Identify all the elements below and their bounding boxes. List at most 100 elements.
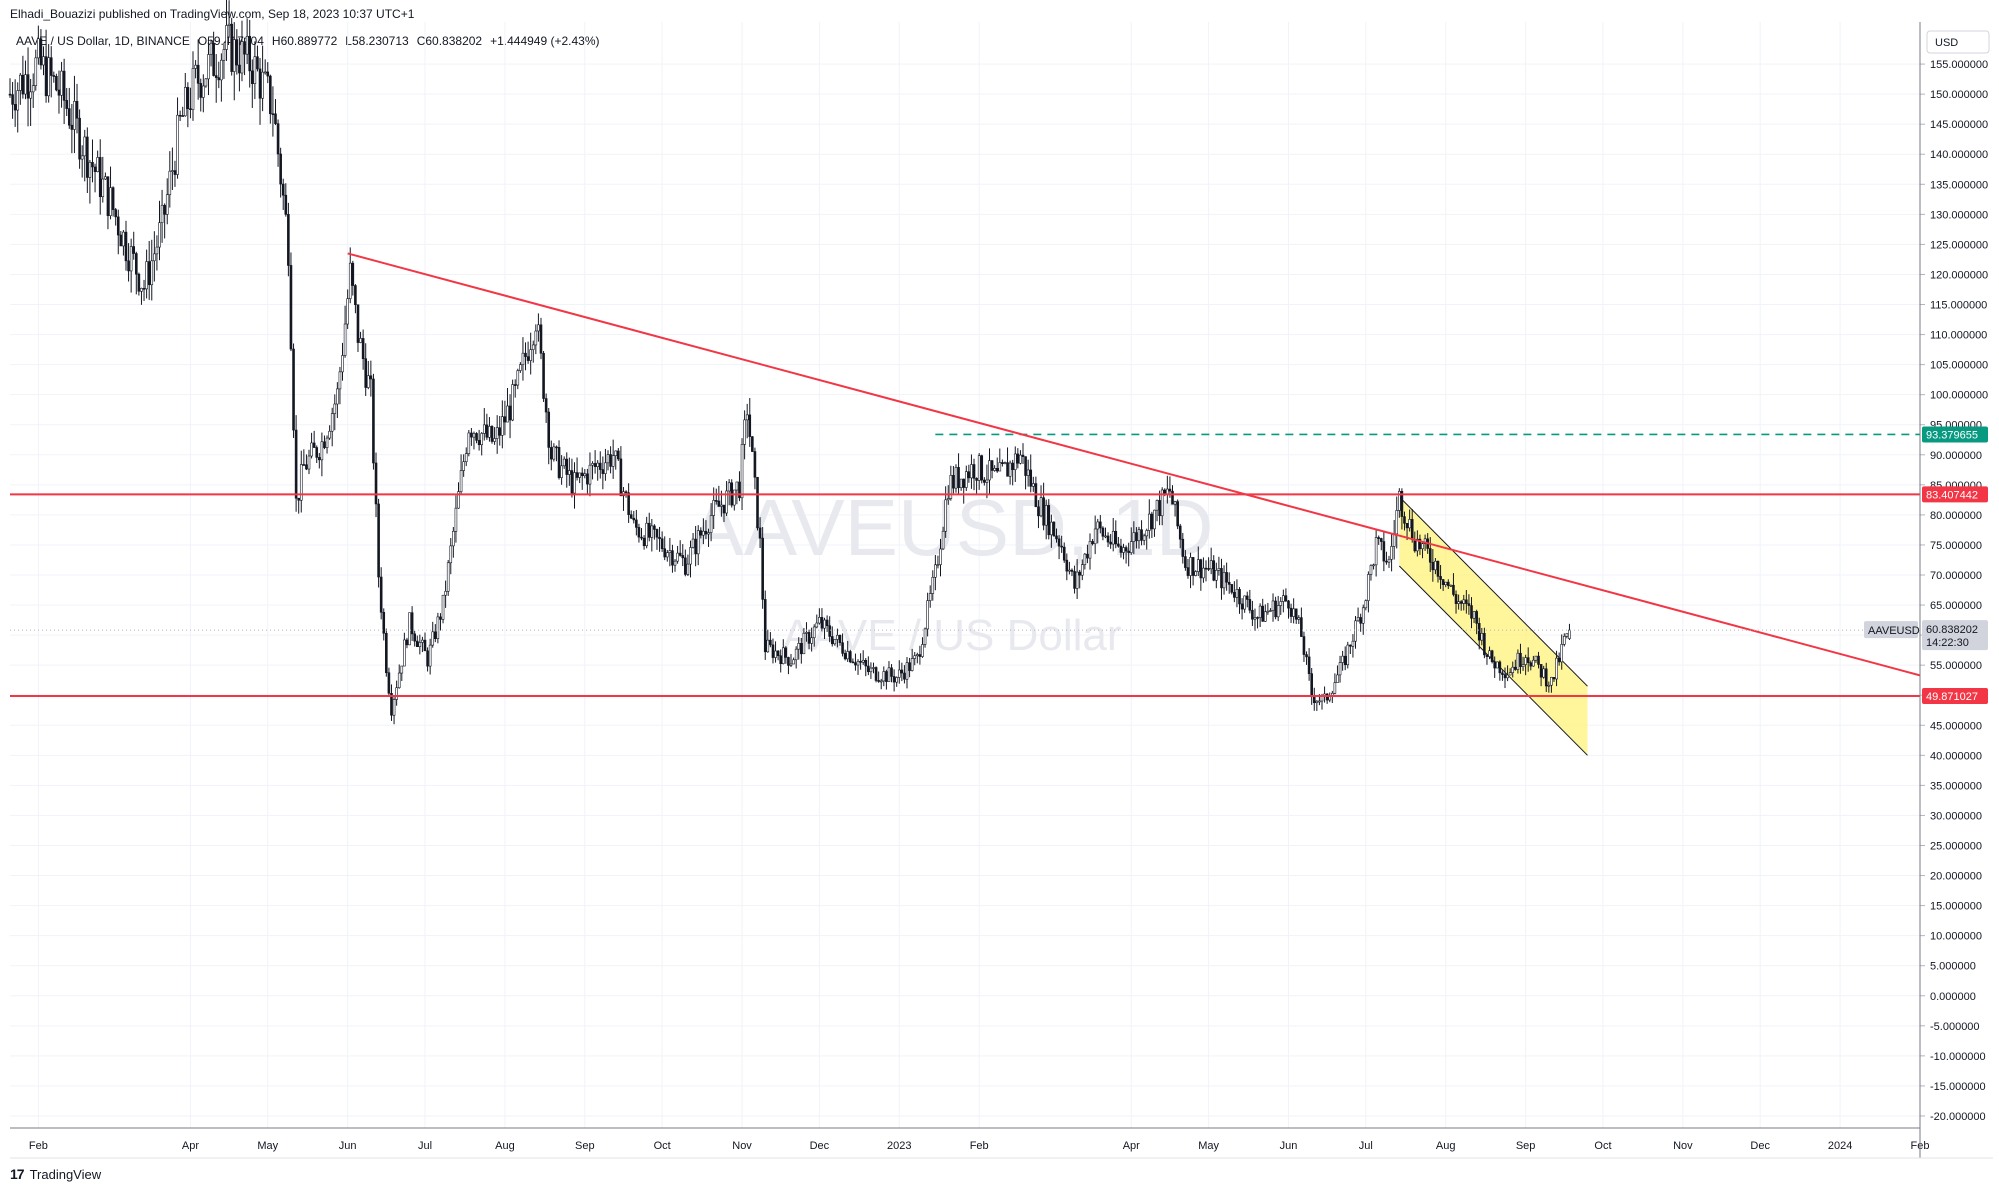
x-axis-tick-label: May: [257, 1140, 278, 1152]
candle-body: [601, 469, 605, 474]
candle-body: [1279, 601, 1283, 606]
candle-body: [869, 667, 873, 673]
candle-body: [364, 358, 368, 388]
candle-body: [348, 262, 352, 299]
y-axis-tick-label: 35.000000: [1930, 780, 1982, 792]
candle-body: [699, 530, 703, 536]
candle-body: [142, 288, 146, 290]
candle-body: [11, 94, 14, 105]
candle-body: [1532, 659, 1535, 667]
candle-body: [165, 194, 169, 215]
candle-body: [980, 455, 984, 481]
candle-body: [454, 507, 458, 532]
x-axis-tick-label: Oct: [1594, 1140, 1611, 1152]
candle-body: [962, 478, 966, 488]
candle-body: [163, 204, 166, 215]
candle-body: [459, 470, 463, 492]
candle-body: [1021, 454, 1025, 457]
candle-body: [910, 658, 914, 671]
candle-body: [1465, 599, 1468, 604]
candle-body: [555, 446, 558, 449]
candle-body: [266, 71, 270, 77]
candle-body: [1441, 579, 1445, 585]
y-axis-tick-label: 55.000000: [1930, 660, 1982, 672]
candle-body: [1562, 636, 1566, 645]
x-axis-tick-label: Oct: [654, 1140, 671, 1152]
candle-body: [1480, 633, 1484, 641]
candle-body: [1176, 501, 1179, 527]
candle-body: [1160, 489, 1164, 517]
candle-body: [1269, 610, 1272, 612]
legend-symbol[interactable]: AAVE / US Dollar, 1D, BINANCE: [16, 34, 190, 48]
candle-body: [903, 672, 906, 680]
candle-body: [338, 371, 342, 390]
candle-body: [686, 563, 690, 575]
candle-body: [1253, 617, 1257, 620]
price-label: 93.379655: [1926, 429, 1978, 441]
candle-body: [462, 461, 465, 471]
tradingview-brand[interactable]: 17 TradingView: [10, 1166, 101, 1182]
candle-body: [1470, 605, 1473, 619]
candle-body: [196, 64, 200, 84]
candle-body: [513, 384, 517, 386]
candle-body: [823, 619, 826, 629]
candle-body: [403, 639, 406, 667]
candle-body: [1258, 605, 1262, 618]
candle-body: [439, 616, 442, 620]
candle-body: [1310, 673, 1313, 697]
candle-body: [1534, 655, 1538, 661]
candle-body: [307, 455, 311, 470]
candle-body: [413, 633, 416, 642]
price-labels: 83.407442 49.871027 93.379655 60.83820214:2…: [1864, 426, 1988, 704]
candle-body: [591, 463, 594, 466]
candle-body: [583, 473, 587, 477]
candle-body: [387, 672, 391, 694]
candle-body: [24, 74, 27, 95]
x-axis-tick-label: Feb: [970, 1140, 989, 1152]
candle-body: [946, 498, 950, 501]
candle-body: [573, 472, 576, 494]
x-axis-tick-label: Aug: [495, 1140, 515, 1152]
candle-body: [88, 162, 92, 178]
candle-body: [668, 550, 672, 554]
legend-high: H60.889772: [271, 34, 338, 48]
candle-body: [606, 454, 610, 464]
candle-body: [1222, 572, 1226, 589]
candle-body: [1032, 483, 1035, 487]
candle-body: [1109, 541, 1112, 545]
symbol-tag-label: AAVEUSD: [1868, 625, 1920, 637]
drawings[interactable]: [10, 252, 1921, 697]
candle-body: [189, 108, 192, 110]
candle-body: [1243, 595, 1246, 610]
candle-body: [1333, 682, 1337, 694]
candle-body: [1013, 453, 1017, 470]
candle-body: [315, 447, 319, 458]
candle-body: [1446, 581, 1450, 586]
x-axis-tick-label: Nov: [1673, 1140, 1693, 1152]
candle-body: [593, 463, 597, 467]
candle-body: [985, 479, 989, 483]
candle-body: [1168, 488, 1172, 492]
candle-body: [1526, 657, 1530, 663]
candle-body: [848, 651, 852, 663]
x-axis-tick-label: 2024: [1828, 1140, 1852, 1152]
candle-body: [1459, 601, 1463, 604]
candle-body: [44, 56, 48, 97]
candle-body: [1217, 568, 1221, 571]
candlesticks: [8, 0, 1571, 725]
candle-body: [390, 693, 393, 716]
candle-body: [1488, 650, 1491, 657]
candle-body: [714, 500, 718, 502]
candle-body: [1016, 453, 1020, 464]
candle-body: [1511, 666, 1515, 673]
y-axis-tick-label: 140.000000: [1930, 149, 1988, 161]
candle-body: [916, 654, 919, 657]
symbol-tag-box: [1864, 621, 1918, 639]
candle-body: [8, 93, 12, 96]
last-price-box: [1922, 620, 1988, 651]
candle-body: [1225, 572, 1228, 583]
candle-body: [1044, 505, 1048, 526]
candle-body: [171, 170, 174, 172]
candle-body: [740, 444, 744, 499]
